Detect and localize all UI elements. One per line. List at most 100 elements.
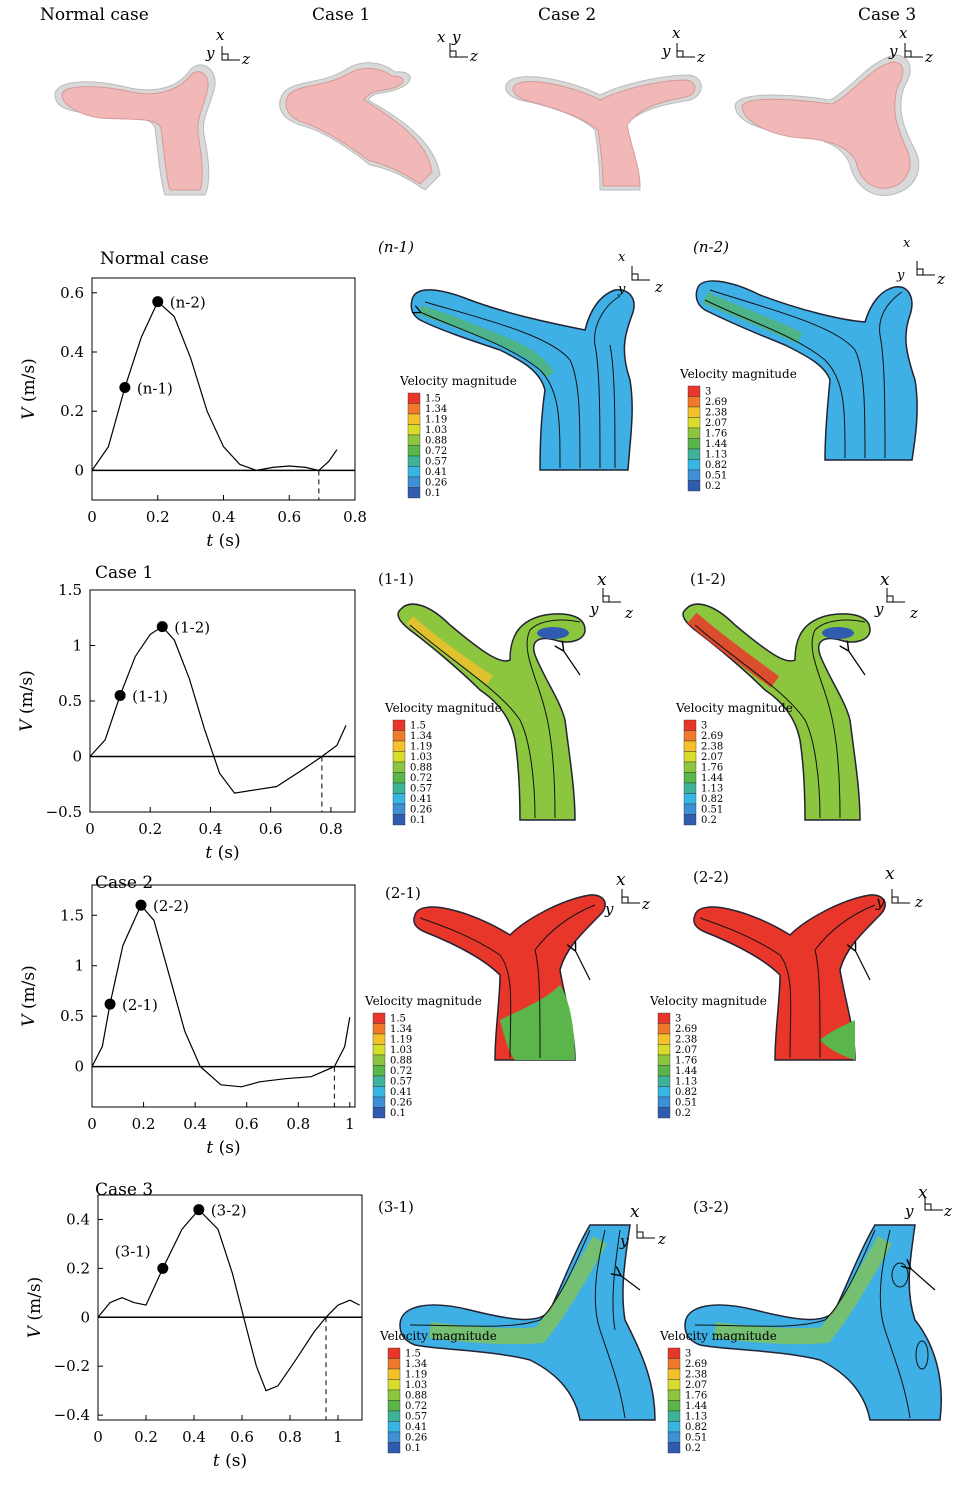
- legend-value: 3: [685, 1349, 691, 1360]
- time-point-marker: [152, 296, 164, 308]
- legend-swatch: [407, 476, 421, 488]
- legend-swatch: [392, 782, 406, 794]
- legend-swatch: [387, 1410, 401, 1422]
- contour-32: [684, 1224, 943, 1421]
- legend-title: Velocity magnitude: [659, 1329, 777, 1343]
- contour-n2: [695, 280, 918, 461]
- y-tick-label: 0: [74, 1058, 84, 1076]
- axis-letter: y: [897, 268, 905, 283]
- x-tick-label: 0.8: [319, 820, 343, 838]
- legend-value: 0.26: [410, 805, 432, 816]
- legend-swatch: [667, 1400, 681, 1412]
- legend-swatch: [372, 1054, 386, 1066]
- legend-swatch: [387, 1368, 401, 1380]
- time-point-marker: [114, 689, 126, 701]
- axis-letter: x: [618, 250, 626, 265]
- x-tick-label: 0.4: [183, 1115, 207, 1133]
- legend-title: Velocity magnitude: [679, 367, 797, 381]
- contour-11: [397, 603, 586, 821]
- legend-title: Velocity magnitude: [379, 1329, 497, 1343]
- legend-value: 0.2: [685, 1443, 701, 1454]
- legend-value: 0.57: [390, 1077, 412, 1088]
- legend-value: 0.51: [675, 1098, 697, 1109]
- axis-letter: z: [925, 48, 933, 66]
- x-axis-label: t (s): [206, 531, 240, 551]
- legend-value: 1.76: [675, 1056, 697, 1067]
- legend-swatch: [657, 1023, 671, 1035]
- x-tick-label: 0: [93, 1428, 103, 1446]
- legend-value: 1.34: [405, 1359, 427, 1370]
- time-point-label: (3-1): [115, 1242, 151, 1260]
- time-point-marker: [156, 621, 168, 633]
- legend-value: 0.26: [405, 1433, 427, 1444]
- legend-value: 1.13: [705, 450, 727, 461]
- legend-swatch: [392, 719, 406, 731]
- chart-title: Case 1: [95, 563, 153, 583]
- legend-value: 1.34: [410, 731, 432, 742]
- legend-swatch: [387, 1400, 401, 1412]
- axis-letter: y: [889, 42, 898, 60]
- contour-21: [413, 894, 606, 1061]
- legend-value: 0.82: [701, 794, 723, 805]
- legend-value: 2.38: [705, 408, 727, 419]
- panel-label-n2: (n-2): [693, 238, 729, 256]
- legend-swatch: [387, 1389, 401, 1401]
- time-point-label: (n-1): [137, 380, 173, 398]
- legend-swatch: [657, 1096, 671, 1108]
- time-point-marker: [157, 1262, 169, 1274]
- x-tick-label: 0.4: [212, 508, 236, 526]
- legend-value: 3: [705, 387, 711, 398]
- legend-swatch: [657, 1107, 671, 1119]
- y-tick-label: −0.4: [54, 1406, 90, 1424]
- velocity-chart: Case 3 0 0.2 0.4 0.6 0.8 1 −0.4 −0.2 0 0.2 0.4 t (s)…: [25, 1180, 363, 1471]
- y-tick-label: 0.4: [66, 1210, 90, 1228]
- legend-value: 0.51: [701, 805, 723, 816]
- legend-swatch: [687, 469, 701, 481]
- legend-value: 1.03: [425, 425, 447, 436]
- legend-title: Velocity magnitude: [649, 994, 767, 1008]
- legend-value: 0.72: [425, 446, 447, 457]
- top-title-case3: Case 3: [858, 5, 917, 25]
- legend-value: 1.5: [425, 394, 441, 405]
- vessel-3d-case2: [505, 74, 702, 191]
- legend-value: 1.03: [405, 1380, 427, 1391]
- y-tick-label: 1: [72, 637, 82, 655]
- x-tick-label: 1: [345, 1115, 355, 1133]
- velocity-legends: Velocity magnitude1.51.341.191.030.880.7…: [364, 367, 797, 1454]
- velocity-chart: Normal case 0 0.2 0.4 0.6 0.8 0 0.2 0.4 0.6 t (s) V…: [19, 249, 367, 551]
- legend-value: 1.5: [410, 721, 426, 732]
- axis-letter: y: [605, 900, 614, 918]
- axis-letter: x: [918, 1183, 928, 1203]
- legend-swatch: [392, 814, 406, 826]
- plot-frame: [91, 884, 356, 1108]
- plot-frame: [91, 277, 356, 501]
- axis-letter: y: [662, 42, 671, 60]
- x-tick-label: 0.6: [230, 1428, 254, 1446]
- legend-value: 2.69: [675, 1024, 697, 1035]
- x-axis-label: t (s): [205, 843, 239, 863]
- legend-title: Velocity magnitude: [399, 374, 517, 388]
- contour-n1: [410, 289, 635, 471]
- contour-12: [682, 603, 871, 821]
- x-tick-label: 0.6: [259, 820, 283, 838]
- chart-title: Case 2: [95, 873, 153, 893]
- legend-swatch: [683, 803, 697, 815]
- axis-letter: x: [437, 28, 446, 46]
- axis-letter: x: [216, 26, 225, 44]
- axis-letter: x: [672, 24, 681, 42]
- velocity-charts: Normal case 0 0.2 0.4 0.6 0.8 0 0.2 0.4 0.6 t (s) V…: [17, 249, 367, 1471]
- legend-value: 0.88: [410, 763, 432, 774]
- legend-value: 1.76: [701, 763, 723, 774]
- x-tick-label: 0.2: [132, 1115, 156, 1133]
- legend-swatch: [683, 772, 697, 784]
- legend-swatch: [687, 385, 701, 397]
- legend-swatch: [687, 406, 701, 418]
- legend-swatch: [657, 1086, 671, 1098]
- chart-title: Normal case: [100, 249, 209, 269]
- legend-value: 0.82: [705, 460, 727, 471]
- legend-value: 1.5: [405, 1349, 421, 1360]
- velocity-curve: [97, 1208, 360, 1392]
- legend-swatch: [372, 1044, 386, 1056]
- legend-value: 0.82: [675, 1087, 697, 1098]
- legend-value: 3: [675, 1014, 681, 1025]
